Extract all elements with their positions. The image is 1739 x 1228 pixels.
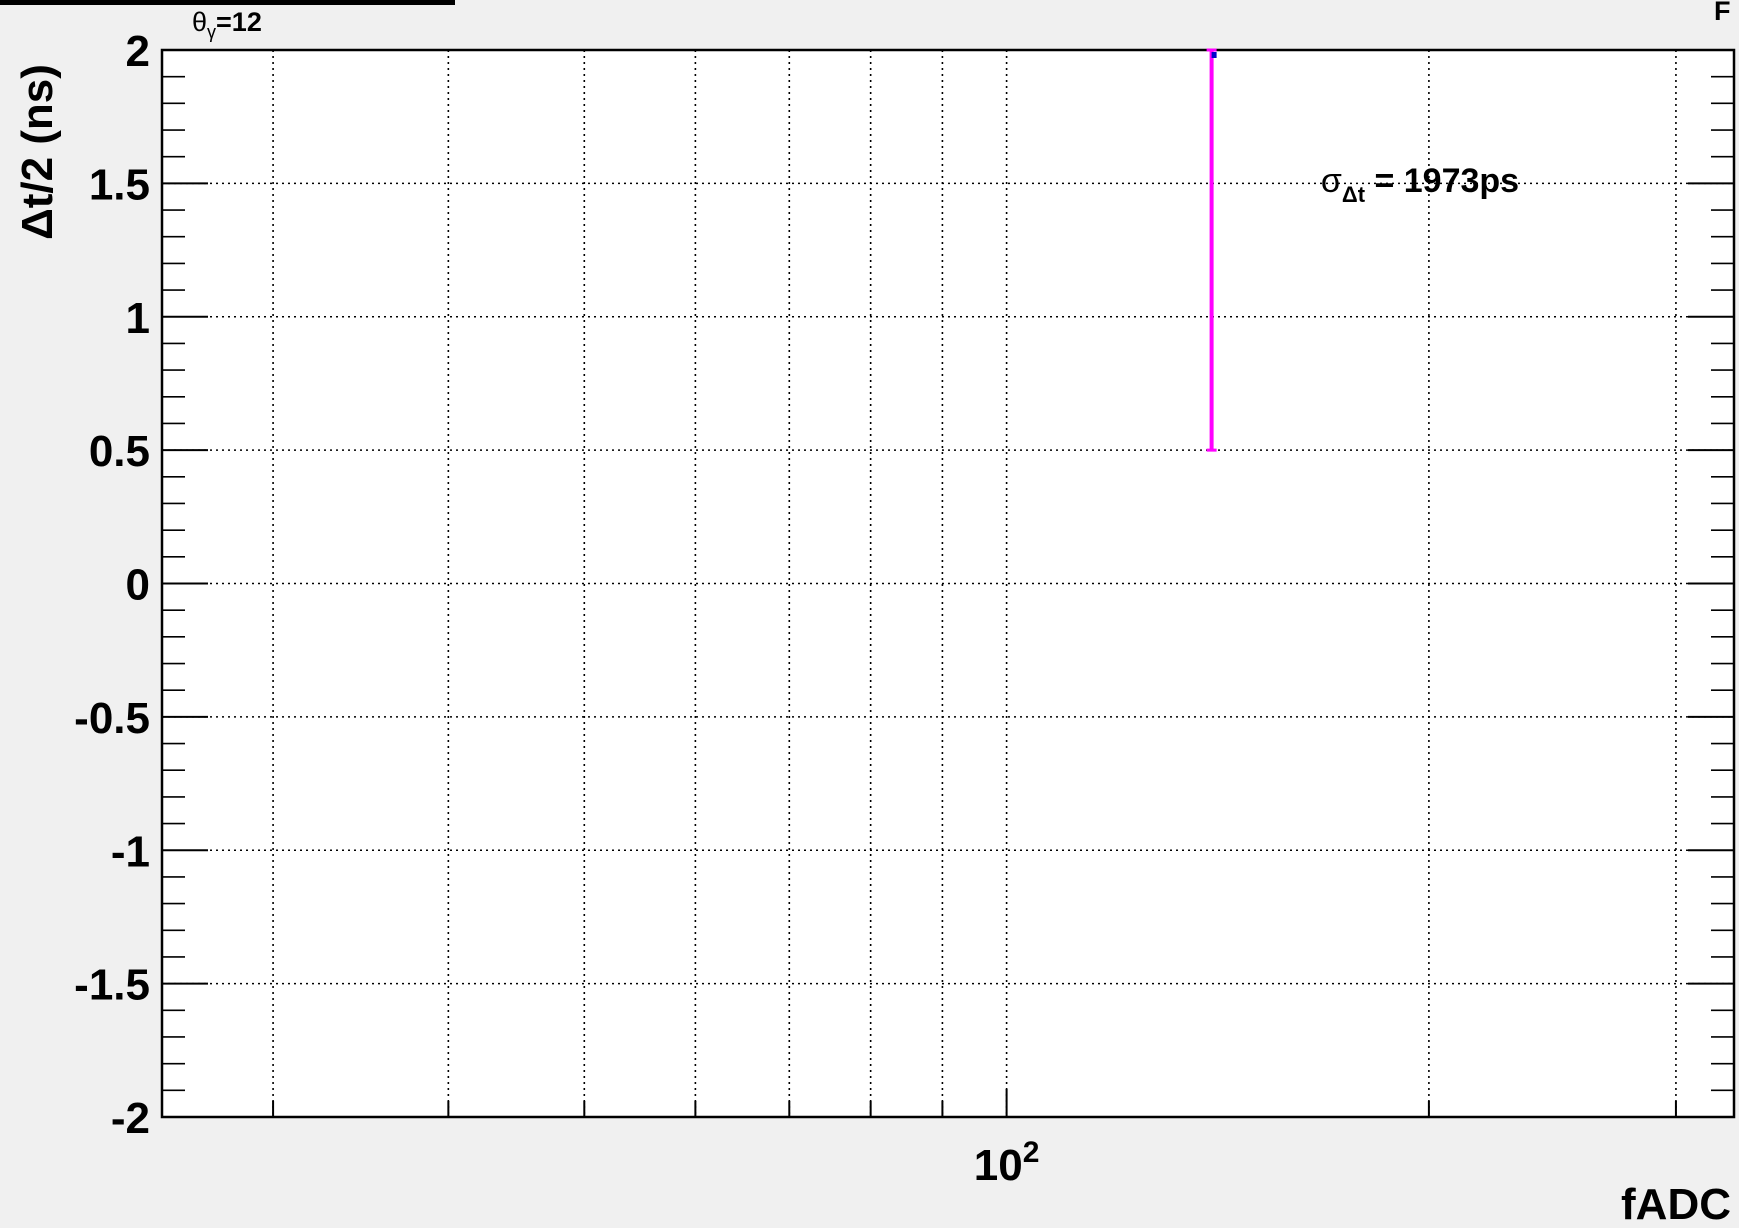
x-tick-labels: 102: [974, 1136, 1040, 1190]
sigma-subscript: Δt: [1342, 182, 1366, 207]
x-tick-exponent: 2: [1023, 1136, 1040, 1169]
y-tick-label: 0: [126, 561, 150, 610]
y-tick-label: 0.5: [89, 427, 150, 476]
theta-symbol: θ: [192, 7, 207, 37]
sigma-value: = 1973ps: [1365, 162, 1519, 200]
y-tick-label: -0.5: [74, 694, 150, 743]
x-tick-label: 102: [974, 1136, 1040, 1190]
y-tick-label: 1.5: [89, 160, 150, 209]
y-axis-title: Δt/2 (ns): [13, 64, 62, 240]
sigma-symbol: σ: [1321, 162, 1342, 200]
x-tick-base: 10: [974, 1141, 1023, 1190]
theta-value: =12: [216, 7, 262, 37]
y-tick-label: -1.5: [74, 961, 150, 1010]
y-tick-label: 1: [126, 294, 150, 343]
y-tick-label: 2: [126, 27, 150, 76]
top-right-label: F: [1714, 0, 1731, 26]
y-tick-label: -1: [111, 827, 150, 876]
x-axis-title: fADC: [1621, 1180, 1731, 1228]
y-tick-labels: 2 1.5 1 0.5 0 -0.5 -1 -1.5 -2: [74, 27, 150, 1143]
data-point-marker: [1212, 52, 1217, 58]
legend-bar-fragment: [0, 0, 455, 5]
theta-subscript: γ: [207, 22, 216, 42]
theta-label: θγ=12: [192, 7, 262, 42]
y-tick-label: -2: [111, 1094, 150, 1143]
